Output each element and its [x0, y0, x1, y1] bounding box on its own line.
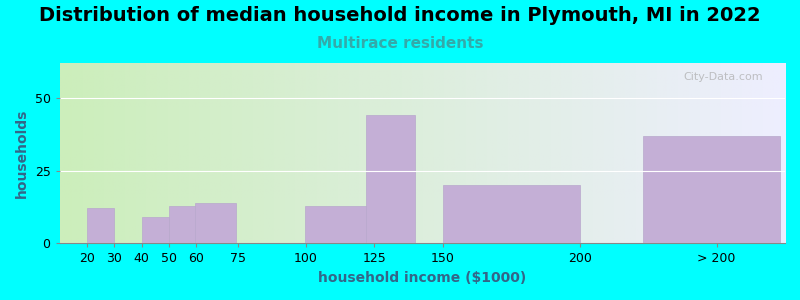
X-axis label: household income ($1000): household income ($1000): [318, 271, 526, 285]
Bar: [169, 206, 197, 243]
Bar: [305, 206, 373, 243]
Y-axis label: households: households: [15, 109, 29, 198]
Bar: [195, 203, 236, 243]
Text: City-Data.com: City-Data.com: [684, 72, 763, 82]
Bar: [87, 208, 114, 243]
Text: Multirace residents: Multirace residents: [317, 36, 483, 51]
Bar: [142, 217, 169, 243]
Bar: [642, 136, 779, 243]
Bar: [443, 185, 580, 243]
Bar: [366, 116, 415, 243]
Text: Distribution of median household income in Plymouth, MI in 2022: Distribution of median household income …: [39, 6, 761, 25]
